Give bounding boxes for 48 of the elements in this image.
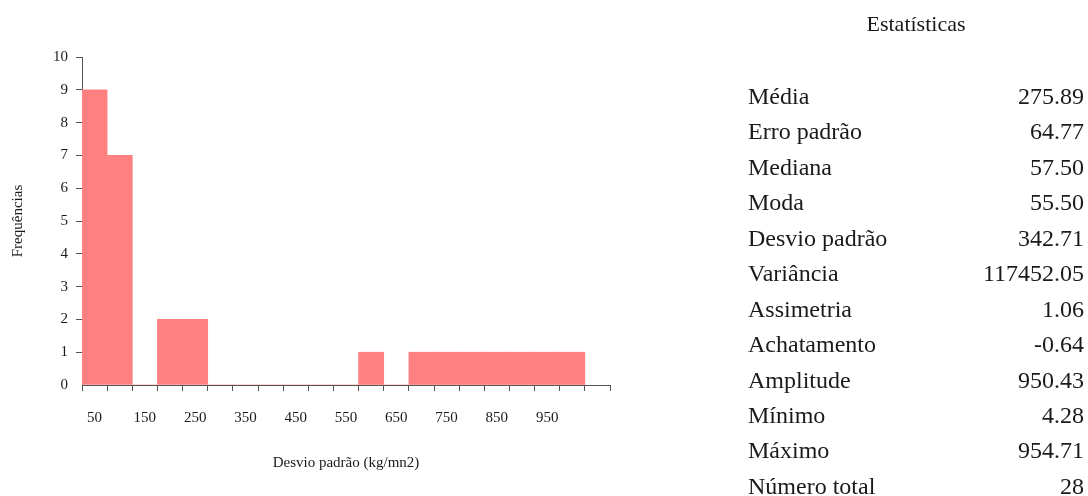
- text: 117452.05: [982, 260, 1084, 287]
- category-label: Máximo: [748, 436, 830, 466]
- x-tick-label: 550: [334, 408, 358, 425]
- category-label: Mínimo: [748, 400, 826, 430]
- category-label: Variância: [748, 259, 839, 289]
- category-label: Mediana: [748, 152, 832, 182]
- y-tick-label: 0: [60, 375, 68, 392]
- text: Estatísticas: [865, 10, 967, 38]
- y-tick-label: 6: [60, 179, 69, 196]
- category-label: Moda: [748, 188, 804, 218]
- y-axis-title: Frequências: [8, 184, 25, 258]
- category-label: Achatamento: [748, 330, 876, 360]
- y-tick-label: 9: [60, 80, 68, 97]
- text: 954.71: [1018, 437, 1084, 464]
- x-tick-label: 50: [87, 408, 103, 425]
- y-tick-label: 8: [60, 113, 68, 130]
- y-tick-label: 7: [60, 146, 69, 163]
- y-tick-label: 10: [53, 47, 68, 64]
- text: 64.77: [1030, 118, 1084, 145]
- text: -0.64: [1034, 331, 1084, 358]
- text: 28: [1060, 472, 1084, 496]
- category-label: Desvio padrão: [748, 223, 888, 253]
- y-tick-label: 1: [60, 343, 68, 360]
- x-tick-label: 950: [535, 408, 559, 425]
- y-tick-label: 3: [60, 277, 68, 294]
- category-label: Assimetria: [748, 294, 852, 324]
- category-label: Número total: [748, 471, 876, 496]
- x-tick-label: 150: [133, 408, 157, 425]
- x-tick-label: 850: [485, 408, 509, 425]
- category-label: Média: [748, 82, 810, 111]
- text: 342.71: [1018, 224, 1084, 251]
- x-tick-label: 750: [435, 408, 458, 425]
- x-axis-title: Desvio padrão (kg/mn2): [272, 453, 420, 471]
- x-tick-label: 250: [183, 408, 207, 425]
- text: 55.50: [1030, 189, 1084, 216]
- text: 4.28: [1042, 401, 1084, 428]
- category-label: Amplitude: [748, 365, 851, 395]
- x-tick-label: 450: [284, 408, 307, 425]
- text: 1.06: [1042, 295, 1084, 322]
- text: 275.89: [1018, 83, 1084, 109]
- x-tick-label: 650: [385, 408, 408, 425]
- y-tick-label: 4: [60, 244, 69, 261]
- y-tick-label: 5: [60, 211, 68, 228]
- text: 57.50: [1030, 153, 1084, 180]
- x-tick-label: 350: [234, 408, 257, 425]
- y-tick-label: 2: [60, 310, 68, 327]
- category-label: Erro padrão: [748, 117, 862, 147]
- text: 950.43: [1018, 366, 1084, 393]
